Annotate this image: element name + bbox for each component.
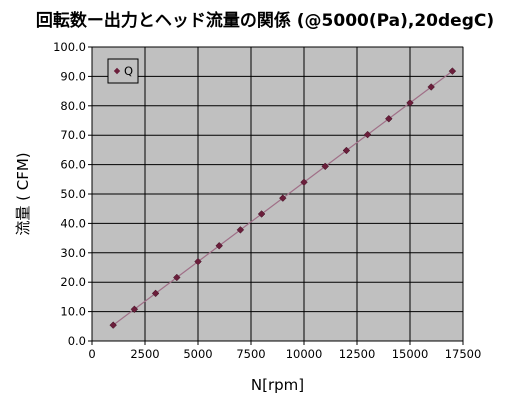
- x-tick-label: 5000: [183, 347, 212, 361]
- y-tick-label: 30.0: [60, 246, 86, 260]
- data-point: [257, 210, 266, 218]
- data-point: [279, 194, 287, 202]
- data-point: [173, 273, 181, 282]
- y-tick-label: 70.0: [60, 128, 86, 142]
- y-tick-label: 80.0: [60, 99, 86, 113]
- x-tick-label: 0: [88, 347, 95, 361]
- y-tick-label: 0.0: [68, 334, 86, 348]
- data-point: [342, 146, 351, 155]
- data-point: [406, 99, 414, 107]
- series-layer: [109, 67, 457, 329]
- axis-layer: 0.0 10.0 20.0 30.0 40.0 50.0 60.0 70.0 80.0 90.0 1…: [53, 40, 481, 361]
- data-point: [151, 289, 160, 298]
- x-tick-label: 15000: [392, 347, 429, 361]
- chart-title: 回転数ー出力とヘッド流量の関係 (@5000(Pa),20degC): [35, 11, 495, 31]
- y-tick-label: 60.0: [60, 158, 86, 172]
- legend-box: [107, 58, 139, 84]
- data-point: [321, 162, 329, 171]
- x-tick-label: 12500: [339, 347, 376, 361]
- legend-marker: [113, 67, 121, 75]
- y-tick-label: 50.0: [60, 187, 86, 201]
- legend-label: Q: [124, 64, 133, 78]
- data-point: [385, 114, 393, 123]
- y-axis-title: 流量 ( CFM): [14, 152, 32, 235]
- legend: Q: [107, 58, 139, 84]
- data-point: [448, 67, 457, 75]
- data-point: [427, 83, 435, 91]
- x-tick-label: 2500: [130, 347, 159, 361]
- data-point: [194, 257, 202, 266]
- y-tick-label: 90.0: [60, 69, 86, 83]
- x-tick-label: 10000: [286, 347, 323, 361]
- y-tick-label: 20.0: [60, 275, 86, 289]
- x-axis-title: N[rpm]: [251, 376, 304, 394]
- y-tick-label: 100.0: [53, 40, 86, 54]
- data-point: [130, 305, 139, 314]
- y-tick-label: 10.0: [60, 305, 86, 319]
- data-point: [109, 321, 117, 329]
- data-point: [236, 226, 245, 234]
- data-point: [300, 178, 308, 186]
- x-tick-label: 7500: [236, 347, 265, 361]
- y-tick-label: 40.0: [60, 216, 86, 230]
- data-point: [215, 241, 223, 250]
- x-tick-label: 17500: [445, 347, 482, 361]
- data-point: [363, 130, 372, 139]
